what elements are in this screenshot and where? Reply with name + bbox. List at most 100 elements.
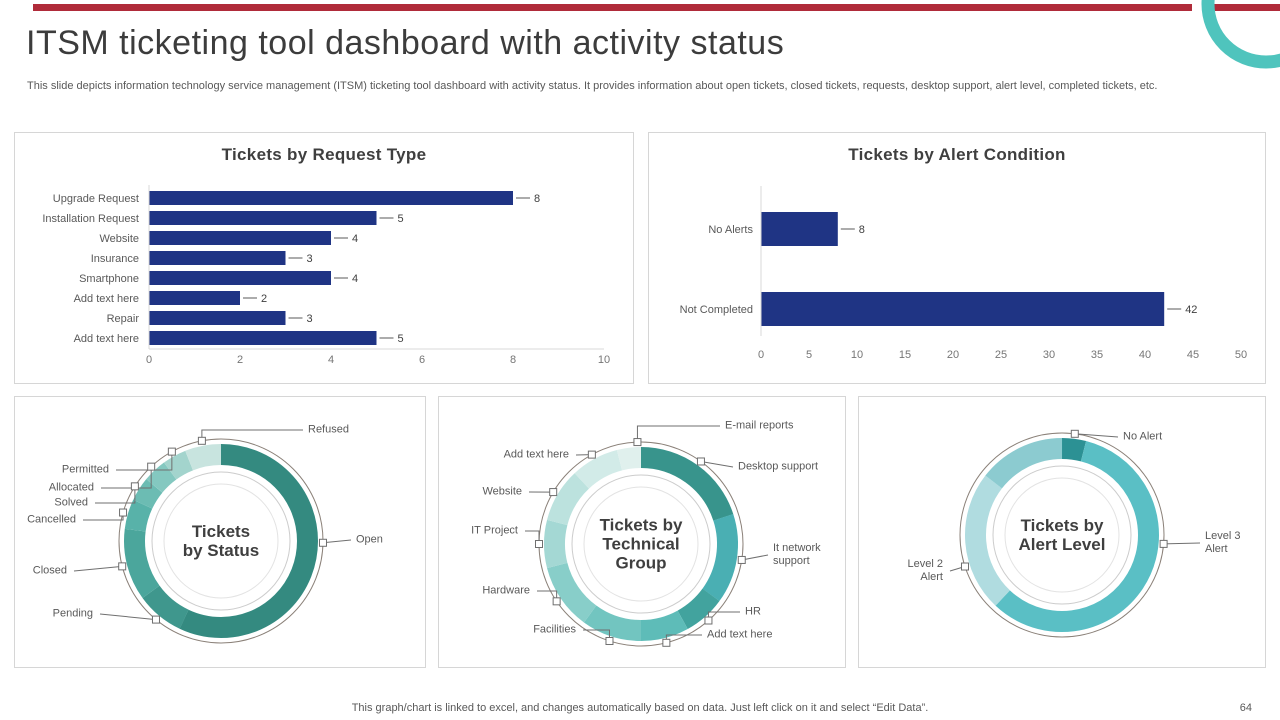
donut-outer-circle <box>959 432 1165 638</box>
donut-segment[interactable] <box>524 427 759 662</box>
donut-inner-ring <box>151 471 291 611</box>
bar[interactable] <box>149 291 240 305</box>
callout-marker <box>704 616 713 625</box>
callout-marker <box>118 562 127 571</box>
donut-inner-ring <box>583 486 699 602</box>
bar-value-label: 5 <box>398 333 404 345</box>
category-label: No Alerts <box>708 224 753 236</box>
tickets-by-technical-group-donut-chart[interactable]: Tickets by Technical Group E-mail report… <box>438 396 846 668</box>
bar[interactable] <box>761 212 838 246</box>
callout-leader-line <box>101 466 152 489</box>
alert-level-donut-canvas <box>940 413 1201 658</box>
bar[interactable] <box>149 271 331 285</box>
bar[interactable] <box>149 311 286 325</box>
donut-callout-label: Facilities <box>533 623 576 636</box>
callout-marker <box>633 438 642 447</box>
bar[interactable] <box>149 211 377 225</box>
slide-description: This slide depicts information technolog… <box>27 80 1158 92</box>
callout-marker <box>167 447 176 456</box>
category-label: Insurance <box>91 253 139 265</box>
bar-value-label: 8 <box>534 193 540 205</box>
donut-segment[interactable] <box>544 447 738 641</box>
donut-callout-label: No Alert <box>1123 430 1163 443</box>
bar-value-label: 3 <box>307 253 313 265</box>
callout-marker <box>318 538 327 547</box>
tickets-by-alert-level-donut-chart[interactable]: Tickets by Alert Level No Alert Level 3 A… <box>858 396 1266 668</box>
callout-leader-line <box>83 512 124 521</box>
category-label: Smartphone <box>79 273 139 285</box>
callout-leader-line <box>116 451 173 471</box>
chart-title: Tickets by Alert Condition <box>848 145 1066 164</box>
donut-center-title: Tickets by Alert Level <box>1018 516 1106 554</box>
bar[interactable] <box>149 191 513 205</box>
chart-title: Tickets by Request Type <box>221 145 427 164</box>
callout-marker <box>197 436 206 445</box>
tickets-by-status-donut-chart[interactable]: Tickets by Status Refused Permitted Alloca… <box>14 396 426 668</box>
category-label: Website <box>99 233 139 245</box>
donut-segment[interactable] <box>544 447 738 641</box>
bar-value-label: 8 <box>859 224 865 236</box>
status-donut-canvas <box>73 419 352 663</box>
donut-inner-ring <box>1004 477 1120 593</box>
donut-callout-label: Add text here <box>707 628 773 641</box>
donut-segment[interactable] <box>957 430 1168 641</box>
x-axis-tick-label: 20 <box>947 349 959 361</box>
callout-marker <box>130 482 139 491</box>
technical-group-donut-canvas <box>519 422 769 667</box>
callout-marker <box>605 637 614 646</box>
donut-inner-ring <box>992 465 1132 605</box>
donut-segment[interactable] <box>941 414 1184 657</box>
callout-marker <box>549 488 558 497</box>
donut-segment[interactable] <box>536 439 747 650</box>
donut-callout-label: Open <box>356 533 383 546</box>
bar[interactable] <box>149 231 331 245</box>
tickets-by-request-type-chart[interactable]: Tickets by Request Type Upgrade Request 8… <box>14 132 634 384</box>
bar-value-label: 4 <box>352 233 358 245</box>
donut-segment[interactable] <box>940 413 1185 658</box>
category-label: Not Completed <box>680 304 753 316</box>
category-label: Add text here <box>74 333 139 345</box>
page-title: ITSM ticketing tool dashboard with activ… <box>26 24 785 62</box>
bar[interactable] <box>149 331 377 345</box>
bar-value-label: 4 <box>352 273 358 285</box>
donut-callout-label: Hardware <box>482 584 530 597</box>
callout-leader-line <box>95 486 136 504</box>
donut-segment[interactable] <box>106 426 336 656</box>
tickets-by-alert-condition-chart[interactable]: Tickets by Alert Condition No Alerts 8 Not… <box>648 132 1266 384</box>
donut-segment[interactable] <box>520 423 762 665</box>
donut-segment[interactable] <box>532 435 750 653</box>
donut-callout-label: Allocated <box>48 481 94 494</box>
donut-segment[interactable] <box>520 423 762 665</box>
bar[interactable] <box>761 292 1165 326</box>
donut-segment[interactable] <box>519 422 764 667</box>
callout-leader-line <box>73 565 123 572</box>
donut-callout-label: Solved <box>54 496 88 509</box>
callout-leader-line <box>700 460 734 468</box>
x-axis-tick-label: 35 <box>1091 349 1103 361</box>
x-axis-tick-label: 10 <box>851 349 863 361</box>
callout-marker <box>1070 429 1079 438</box>
bar[interactable] <box>149 251 286 265</box>
category-label: Repair <box>107 313 140 325</box>
x-axis-tick-label: 40 <box>1139 349 1151 361</box>
category-label: Installation Request <box>42 213 139 225</box>
callout-marker <box>1159 539 1168 548</box>
donut-center-title: Tickets by Status <box>182 522 260 560</box>
page-number: 64 <box>1239 702 1252 714</box>
donut-inner-ring <box>163 483 279 599</box>
x-axis-tick-label: 30 <box>1043 349 1055 361</box>
donut-segment[interactable] <box>109 429 334 654</box>
callout-marker <box>696 457 705 466</box>
footer-note: This graph/chart is linked to excel, and… <box>351 702 929 714</box>
x-axis-tick-label: 0 <box>758 349 764 361</box>
donut-segment[interactable] <box>100 420 342 662</box>
x-axis-tick-label: 4 <box>328 354 334 366</box>
donut-callout-label: It network support <box>773 542 821 567</box>
donut-segment[interactable] <box>536 439 747 650</box>
bar-value-label: 3 <box>307 313 313 325</box>
callout-leader-line <box>741 554 769 561</box>
x-axis-tick-label: 45 <box>1187 349 1199 361</box>
bar-value-label: 5 <box>398 213 404 225</box>
donut-segment[interactable] <box>99 419 343 663</box>
category-label: Upgrade Request <box>53 193 139 205</box>
